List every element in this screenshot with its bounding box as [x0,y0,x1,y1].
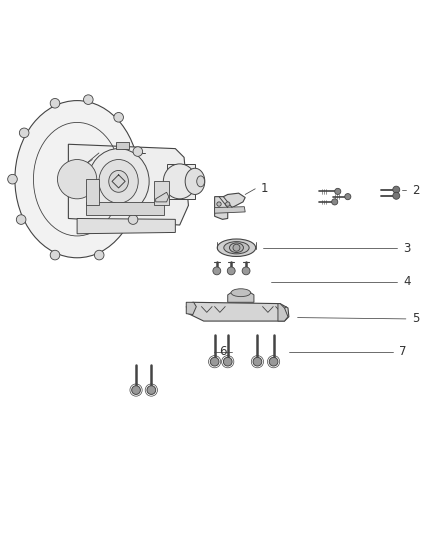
Circle shape [50,251,60,260]
Circle shape [147,386,155,394]
Circle shape [210,357,219,366]
Circle shape [16,215,26,224]
Ellipse shape [109,171,128,192]
Text: 7: 7 [399,345,406,358]
Circle shape [332,199,338,205]
Circle shape [227,267,235,275]
Text: 1: 1 [261,182,268,195]
Circle shape [50,99,60,108]
Ellipse shape [99,159,138,203]
Text: 4: 4 [403,275,410,288]
Ellipse shape [231,289,251,297]
Circle shape [242,267,250,275]
Ellipse shape [185,168,205,195]
Bar [86,179,99,205]
Ellipse shape [15,101,139,258]
Text: 3: 3 [403,241,410,255]
Ellipse shape [197,176,205,187]
Ellipse shape [88,149,149,214]
Polygon shape [215,207,245,213]
Polygon shape [68,144,188,225]
Polygon shape [155,192,169,202]
Circle shape [393,192,400,199]
Circle shape [345,193,351,200]
Polygon shape [228,290,254,302]
Bar [166,164,195,199]
Circle shape [335,188,341,195]
Polygon shape [215,193,245,220]
Polygon shape [186,302,196,314]
Circle shape [269,357,278,366]
Circle shape [217,202,221,206]
Circle shape [8,174,17,184]
Circle shape [95,251,104,260]
Bar [117,142,129,149]
Circle shape [393,186,400,193]
Circle shape [133,147,143,156]
Circle shape [128,215,138,224]
Text: 6: 6 [219,345,227,358]
Circle shape [19,128,29,138]
Polygon shape [186,302,289,321]
Circle shape [114,112,124,122]
Circle shape [57,159,97,199]
Circle shape [223,357,232,366]
Ellipse shape [163,164,196,199]
Circle shape [233,244,240,251]
Ellipse shape [230,243,244,253]
Polygon shape [77,219,175,234]
Polygon shape [278,304,288,321]
Circle shape [226,202,230,206]
Circle shape [213,267,221,275]
Circle shape [253,357,262,366]
Circle shape [84,95,93,104]
Text: 2: 2 [412,183,419,197]
Ellipse shape [224,241,249,254]
Circle shape [132,386,141,394]
Bar [153,181,169,205]
Bar [86,202,164,215]
Text: 5: 5 [412,312,419,325]
Ellipse shape [217,239,256,256]
